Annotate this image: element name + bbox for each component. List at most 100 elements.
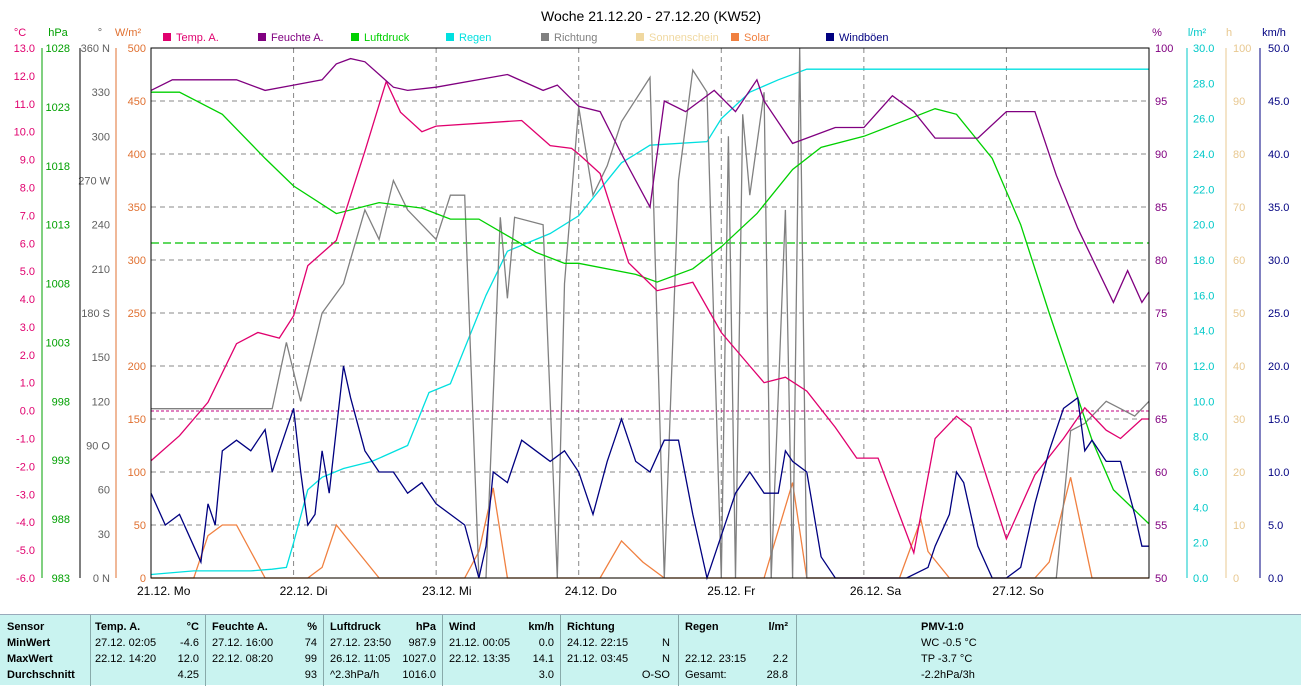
stats-pmv-windchill: WC -0.5 °C bbox=[921, 637, 977, 649]
stats-humidity-min: 74 bbox=[304, 637, 317, 649]
solar-axis-tick-label: 0 bbox=[140, 573, 146, 585]
pressure-axis-tick-label: 1028 bbox=[46, 43, 70, 55]
solar-axis-unit-label: W/m² bbox=[115, 27, 142, 39]
humidity-axis-tick-label: 55 bbox=[1155, 520, 1167, 532]
temp-axis-tick-label: 0.0 bbox=[20, 406, 35, 418]
sunshine-axis-tick-label: 100 bbox=[1233, 43, 1251, 55]
sunshine-axis-tick-label: 70 bbox=[1233, 202, 1245, 214]
temp-axis-unit-label: °C bbox=[14, 27, 26, 39]
pressure-axis-tick-label: 993 bbox=[52, 455, 70, 467]
legend-label: Luftdruck bbox=[364, 32, 410, 44]
sunshine-axis-tick-label: 30 bbox=[1233, 414, 1245, 426]
sunshine-axis-tick-label: 60 bbox=[1233, 255, 1245, 267]
wind-axis-unit-label: km/h bbox=[1262, 27, 1286, 39]
stats-pressure-avg: 1016.0 bbox=[402, 669, 436, 681]
pressure-axis-tick-label: 988 bbox=[52, 514, 70, 526]
legend-swatch bbox=[446, 33, 454, 41]
direction-axis-tick-label: 330 bbox=[92, 87, 110, 99]
rain-axis-tick-label: 18.0 bbox=[1193, 255, 1214, 267]
stats-pmv-dewpoint: TP -3.7 °C bbox=[921, 653, 973, 665]
temp-axis-tick-label: 5.0 bbox=[20, 266, 35, 278]
stats-pmv-col: PMV-1:0 WC -0.5 °C TP -3.7 °C -2.2hPa/3h bbox=[796, 615, 1301, 686]
stats-temp-max: 12.0 bbox=[177, 653, 199, 665]
sunshine-axis-tick-label: 10 bbox=[1233, 520, 1245, 532]
statistics-panel: Sensor MinWert MaxWert Durchschnitt Temp… bbox=[0, 614, 1301, 686]
stats-wind-min: 0.0 bbox=[538, 637, 554, 649]
humidity-axis-tick-label: 50 bbox=[1155, 573, 1167, 585]
solar-axis-tick-label: 450 bbox=[128, 96, 146, 108]
legend-label: Feuchte A. bbox=[271, 32, 324, 44]
rain-axis-tick-label: 24.0 bbox=[1193, 149, 1214, 161]
wind-axis-tick-label: 0.0 bbox=[1268, 573, 1283, 585]
stats-row-label: MaxWert bbox=[7, 653, 53, 665]
temp-axis-tick-label: 3.0 bbox=[20, 322, 35, 334]
direction-axis-tick-label: 180 S bbox=[81, 308, 110, 320]
wind-axis-tick-label: 30.0 bbox=[1268, 255, 1289, 267]
legend-swatch bbox=[351, 33, 359, 41]
chart-title: Woche 21.12.20 - 27.12.20 (KW52) bbox=[541, 8, 761, 24]
direction-axis-tick-label: 300 bbox=[92, 131, 110, 143]
day-label: 26.12. Sa bbox=[850, 584, 902, 598]
sunshine-axis-tick-label: 0 bbox=[1233, 573, 1239, 585]
legend: Temp. A. Feuchte A. Luftdruck Regen Richtung… bbox=[163, 32, 889, 44]
wind-axis-tick-label: 45.0 bbox=[1268, 96, 1289, 108]
sunshine-axis-unit-label: h bbox=[1226, 27, 1232, 39]
direction-axis-tick-label: 360 N bbox=[81, 43, 110, 55]
stats-humidity-avg: 93 bbox=[304, 669, 317, 681]
direction-axis-tick-label: 210 bbox=[92, 264, 110, 276]
stats-temp-header: Temp. A. bbox=[95, 621, 141, 633]
series-line-feuchte-a bbox=[150, 57, 1150, 304]
legend-label: Windböen bbox=[839, 32, 889, 44]
legend-label: Temp. A. bbox=[176, 32, 219, 44]
stats-direction-min: N bbox=[662, 637, 670, 649]
stats-humidity-header: Feuchte A. bbox=[212, 621, 268, 633]
solar-axis-tick-label: 100 bbox=[128, 467, 146, 479]
stats-pressure-trend: ^2.3hPa/h bbox=[330, 669, 380, 681]
stats-pressure-max-time: 26.12. 11:05 bbox=[330, 653, 391, 665]
wind-axis-tick-label: 50.0 bbox=[1268, 43, 1289, 55]
wind-axis-tick-label: 25.0 bbox=[1268, 308, 1289, 320]
rain-axis-tick-label: 8.0 bbox=[1193, 432, 1208, 444]
sunshine-axis-tick-label: 50 bbox=[1233, 308, 1245, 320]
wind-axis-tick-label: 40.0 bbox=[1268, 149, 1289, 161]
pressure-axis-tick-label: 1023 bbox=[46, 102, 70, 114]
stats-pressure-min: 987.9 bbox=[408, 637, 436, 649]
temp-axis-tick-label: 7.0 bbox=[20, 210, 35, 222]
stats-pmv-pressure-trend: -2.2hPa/3h bbox=[921, 669, 975, 681]
stats-rain-unit: l/m² bbox=[768, 621, 788, 633]
solar-axis-tick-label: 350 bbox=[128, 202, 146, 214]
solar-axis-tick-label: 500 bbox=[128, 43, 146, 55]
stats-row-label: MinWert bbox=[7, 637, 51, 649]
temp-axis-tick-label: 8.0 bbox=[20, 182, 35, 194]
legend-swatch bbox=[636, 33, 644, 41]
rain-axis-tick-label: 26.0 bbox=[1193, 114, 1214, 126]
pressure-axis-unit-label: hPa bbox=[48, 27, 68, 39]
rain-axis-tick-label: 0.0 bbox=[1193, 573, 1208, 585]
rain-axis-unit-label: l/m² bbox=[1188, 27, 1207, 39]
stats-temp-avg: 4.25 bbox=[177, 669, 199, 681]
wind-axis-tick-label: 15.0 bbox=[1268, 414, 1289, 426]
legend-label: Solar bbox=[744, 32, 770, 44]
legend-label: Regen bbox=[459, 32, 491, 44]
stats-pressure-col: Luftdruck hPa 27.12. 23:50 987.9 26.12. … bbox=[323, 615, 442, 686]
stats-sensor-col: Sensor MinWert MaxWert Durchschnitt bbox=[0, 615, 90, 686]
series-line-luftdruck bbox=[151, 91, 1150, 525]
solar-axis-tick-label: 150 bbox=[128, 414, 146, 426]
weather-chart: Woche 21.12.20 - 27.12.20 (KW52) Temp. A… bbox=[13, 8, 1290, 598]
humidity-axis-tick-label: 70 bbox=[1155, 361, 1167, 373]
stats-humidity-max-time: 22.12. 08:20 bbox=[212, 653, 274, 665]
wind-axis-tick-label: 20.0 bbox=[1268, 361, 1289, 373]
solar-axis-tick-label: 250 bbox=[128, 308, 146, 320]
pressure-axis-tick-label: 983 bbox=[52, 573, 70, 585]
humidity-axis-tick-label: 95 bbox=[1155, 96, 1167, 108]
stats-wind-max: 14.1 bbox=[532, 653, 554, 665]
temp-axis-tick-label: -1.0 bbox=[16, 434, 35, 446]
direction-axis-tick-label: 120 bbox=[92, 396, 110, 408]
day-label: 24.12. Do bbox=[565, 584, 617, 598]
temp-axis-tick-label: 4.0 bbox=[20, 294, 35, 306]
stats-rain-max: 2.2 bbox=[772, 653, 788, 665]
temp-axis-tick-label: 9.0 bbox=[20, 155, 35, 167]
stats-sensor-header: Sensor bbox=[7, 621, 45, 633]
temp-axis-tick-label: 12.0 bbox=[14, 71, 35, 83]
stats-direction-col: Richtung 24.12. 22:15 N 21.12. 03:45 N O… bbox=[560, 615, 678, 686]
